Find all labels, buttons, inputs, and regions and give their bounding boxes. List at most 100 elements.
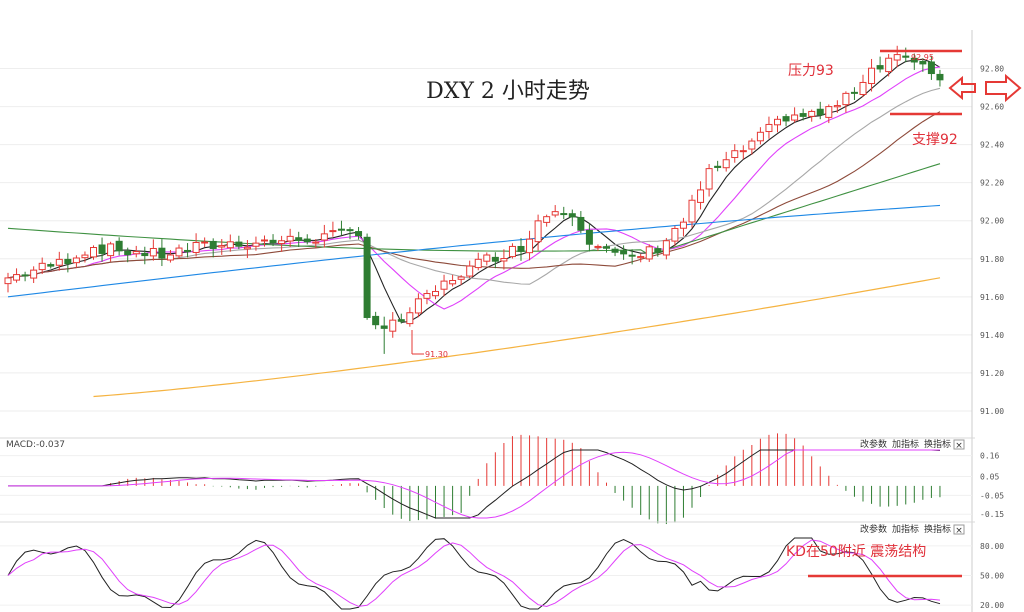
candle bbox=[774, 118, 781, 126]
candle bbox=[560, 213, 568, 216]
kd-axis: 80.00 50.00 20.00 bbox=[980, 542, 1004, 610]
kd-edit-params-button[interactable]: 改参数 bbox=[860, 523, 887, 535]
candle bbox=[919, 60, 927, 65]
candle bbox=[81, 254, 89, 259]
candle bbox=[517, 245, 525, 252]
price-tick-label: 92.20 bbox=[980, 179, 1004, 188]
macd-dif-line bbox=[8, 449, 941, 519]
macd-axis: 0.16 0.05 -0.05 -0.15 bbox=[980, 452, 1004, 520]
candle bbox=[748, 140, 756, 150]
candle bbox=[483, 254, 491, 262]
candle bbox=[568, 213, 576, 218]
macd-dea-line bbox=[8, 449, 940, 519]
candle bbox=[697, 189, 705, 203]
candle bbox=[261, 239, 268, 242]
candle bbox=[927, 61, 935, 75]
candle bbox=[594, 245, 602, 248]
candle bbox=[876, 65, 884, 70]
candle bbox=[440, 280, 448, 290]
macd-edit-params-button[interactable]: 改参数 bbox=[860, 438, 887, 450]
macd-label: MACD:-0.037 bbox=[6, 440, 65, 450]
kd-k-line bbox=[7, 537, 941, 610]
candle bbox=[90, 247, 97, 258]
candle bbox=[320, 233, 328, 241]
candle bbox=[235, 241, 243, 247]
candle bbox=[47, 264, 55, 267]
ma60-line bbox=[7, 163, 941, 256]
candle bbox=[688, 199, 696, 223]
ma120-line bbox=[7, 204, 941, 298]
candle bbox=[526, 238, 534, 254]
price-tick-label: 91.60 bbox=[980, 293, 1004, 302]
candle bbox=[303, 238, 311, 243]
candle bbox=[269, 239, 277, 244]
price-tick-label: 91.80 bbox=[980, 255, 1004, 264]
kd-switch-indicator-button[interactable]: 换指标 bbox=[924, 523, 951, 535]
candle bbox=[243, 246, 251, 250]
kd-close-button[interactable] bbox=[953, 524, 965, 535]
candle bbox=[662, 240, 670, 256]
high-marker-label: 92.95 bbox=[911, 53, 934, 62]
low-marker-label: 91.30 bbox=[425, 350, 448, 359]
candle bbox=[389, 319, 397, 332]
candle bbox=[414, 298, 422, 314]
candle bbox=[209, 240, 217, 249]
candle bbox=[449, 279, 457, 285]
support-label: 支撑92 bbox=[912, 132, 958, 148]
candle bbox=[679, 221, 687, 229]
candle bbox=[72, 257, 80, 264]
kd-tick-label: 20.00 bbox=[980, 601, 1004, 610]
candle bbox=[491, 256, 499, 262]
candle bbox=[671, 227, 679, 242]
candle bbox=[756, 131, 764, 142]
arrow-right-icon bbox=[985, 73, 1022, 103]
candle bbox=[363, 236, 371, 318]
candle bbox=[850, 91, 858, 94]
candle bbox=[149, 247, 157, 257]
candle bbox=[115, 240, 123, 252]
candle bbox=[534, 220, 542, 243]
candle bbox=[654, 248, 662, 253]
candle bbox=[406, 312, 414, 325]
price-tick-label: 92.60 bbox=[980, 103, 1004, 112]
candle bbox=[910, 57, 918, 63]
candle bbox=[816, 108, 824, 116]
macd-tick-label: -0.15 bbox=[980, 510, 1004, 519]
candle bbox=[637, 256, 645, 259]
macd-add-indicator-button[interactable]: 加指标 bbox=[892, 438, 919, 450]
candle bbox=[55, 258, 63, 266]
candle bbox=[722, 159, 730, 169]
candle bbox=[799, 113, 807, 117]
candle bbox=[252, 242, 260, 247]
candle bbox=[714, 165, 722, 168]
candle bbox=[107, 243, 115, 257]
candle bbox=[329, 230, 337, 233]
candle bbox=[868, 67, 876, 85]
candle bbox=[739, 150, 747, 153]
price-tick-label: 92.40 bbox=[980, 141, 1004, 150]
candle bbox=[201, 241, 209, 244]
candle bbox=[603, 246, 610, 249]
kd-add-indicator-button[interactable]: 加指标 bbox=[892, 523, 919, 535]
candle bbox=[278, 240, 286, 245]
candle bbox=[765, 123, 773, 133]
candle bbox=[218, 245, 226, 248]
candle bbox=[226, 241, 234, 249]
candle bbox=[380, 325, 388, 329]
candle bbox=[286, 235, 294, 242]
candle bbox=[466, 265, 474, 277]
candle bbox=[132, 251, 140, 255]
macd-switch-indicator-button[interactable]: 换指标 bbox=[924, 438, 951, 450]
candle bbox=[21, 274, 29, 277]
candle bbox=[166, 254, 174, 261]
close-icon: × bbox=[955, 526, 963, 536]
macd-close-button[interactable] bbox=[953, 439, 965, 450]
candle bbox=[312, 241, 320, 244]
candle bbox=[842, 92, 850, 106]
price-tick-label: 92.80 bbox=[980, 65, 1004, 74]
candle bbox=[808, 110, 816, 117]
candle bbox=[645, 246, 653, 260]
ma250-line bbox=[93, 277, 941, 398]
moving-average-lines bbox=[7, 58, 941, 398]
